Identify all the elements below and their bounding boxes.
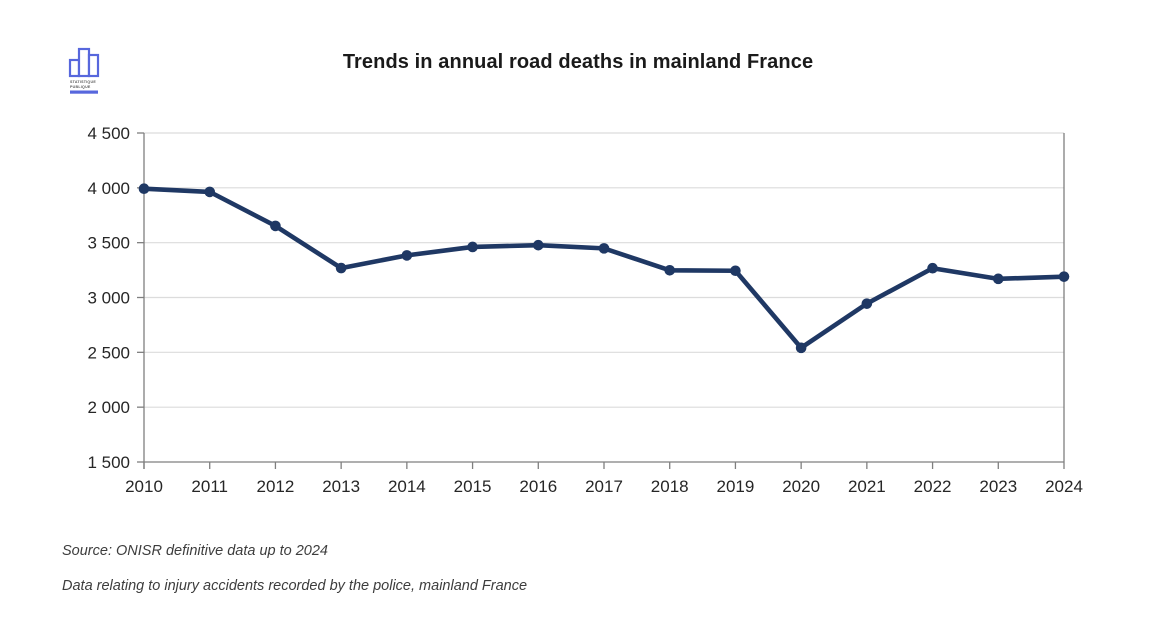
x-axis-label: 2010 bbox=[125, 477, 163, 496]
x-axis-label: 2017 bbox=[585, 477, 623, 496]
data-point bbox=[401, 250, 413, 261]
data-point bbox=[795, 342, 807, 354]
y-axis-label: 2 500 bbox=[87, 343, 130, 362]
y-axis-label: 1 500 bbox=[87, 453, 130, 472]
trend-line bbox=[141, 186, 1067, 351]
data-point bbox=[204, 186, 216, 198]
x-axis-label: 2020 bbox=[782, 477, 820, 496]
data-point bbox=[861, 298, 873, 309]
data-point bbox=[532, 239, 544, 251]
data-point bbox=[335, 262, 347, 274]
data-scope-note: Data relating to injury accidents record… bbox=[62, 578, 528, 594]
x-axis-label: 2019 bbox=[717, 477, 755, 496]
data-point bbox=[270, 220, 281, 232]
data-point bbox=[598, 243, 610, 254]
x-axis-label: 2015 bbox=[454, 477, 492, 496]
x-axis-label: 2018 bbox=[651, 477, 689, 496]
statistique-publique-logo: STATISTIQUE PUBLIQUE bbox=[66, 44, 106, 96]
x-axis-label: 2011 bbox=[191, 477, 228, 496]
x-axis-label: 2021 bbox=[848, 477, 886, 496]
data-point bbox=[467, 241, 478, 253]
data-point bbox=[1058, 271, 1070, 282]
data-point bbox=[730, 265, 741, 277]
y-axis-label: 4 500 bbox=[87, 124, 130, 143]
x-axis-label: 2013 bbox=[322, 477, 360, 496]
y-axis-label: 2 000 bbox=[87, 398, 130, 417]
source-note: Source: ONISR definitive data up to 2024 bbox=[62, 543, 328, 559]
logo-text-line1: STATISTIQUE bbox=[70, 80, 96, 84]
data-point bbox=[138, 183, 150, 195]
x-axis-label: 2022 bbox=[914, 477, 952, 496]
y-axis-label: 3 000 bbox=[87, 289, 130, 308]
y-axis-label: 3 500 bbox=[87, 234, 130, 253]
x-axis-label: 2012 bbox=[257, 477, 295, 496]
buildings-logo-icon: STATISTIQUE PUBLIQUE bbox=[68, 47, 100, 94]
road-deaths-line-chart: 1 500 2 000 2 500 3 000 3 500 4 000 4 500 2010 2… bbox=[87, 124, 1083, 496]
logo-text-line2: PUBLIQUE bbox=[70, 85, 91, 89]
x-axis-label: 2014 bbox=[388, 477, 426, 496]
x-axis-label: 2016 bbox=[519, 477, 557, 496]
data-point bbox=[664, 265, 676, 276]
data-point bbox=[927, 262, 938, 274]
logo-underline-bar bbox=[70, 90, 98, 94]
x-axis-label: 2023 bbox=[979, 477, 1017, 496]
chart-title: Trends in annual road deaths in mainland… bbox=[342, 51, 814, 73]
y-axis-label: 4 000 bbox=[87, 179, 130, 198]
data-point bbox=[992, 273, 1004, 285]
x-axis-label: 2024 bbox=[1045, 477, 1083, 496]
